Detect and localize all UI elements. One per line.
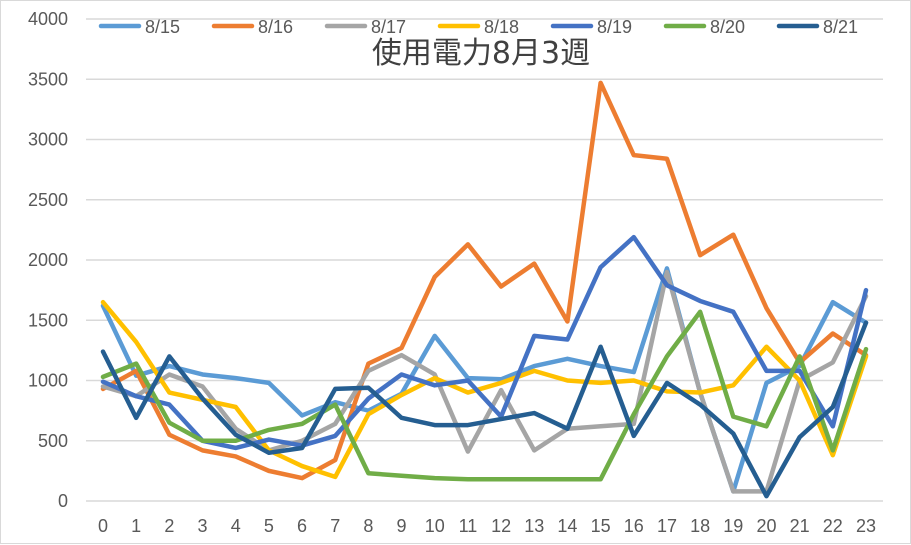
x-tick-label: 17 — [657, 516, 677, 536]
x-tick-label: 7 — [330, 516, 340, 536]
x-tick-label: 23 — [856, 516, 876, 536]
legend-label: 8/15 — [145, 17, 180, 37]
x-tick-label: 0 — [98, 516, 108, 536]
y-tick-label: 0 — [58, 491, 68, 511]
y-tick-label: 3000 — [28, 130, 68, 150]
y-tick-label: 2000 — [28, 250, 68, 270]
x-tick-label: 20 — [756, 516, 776, 536]
x-tick-label: 1 — [131, 516, 141, 536]
y-tick-label: 2500 — [28, 190, 68, 210]
x-tick-label: 4 — [231, 516, 241, 536]
legend-label: 8/18 — [484, 17, 519, 37]
y-tick-label: 4000 — [28, 9, 68, 29]
x-tick-label: 21 — [790, 516, 810, 536]
x-tick-label: 2 — [164, 516, 174, 536]
x-tick-label: 5 — [264, 516, 274, 536]
x-tick-label: 18 — [690, 516, 710, 536]
y-tick-label: 3500 — [28, 69, 68, 89]
x-tick-label: 9 — [397, 516, 407, 536]
x-tick-label: 22 — [823, 516, 843, 536]
series-line-8-17 — [103, 272, 866, 491]
x-tick-label: 11 — [459, 516, 478, 536]
legend-label: 8/21 — [823, 17, 858, 37]
x-tick-label: 12 — [491, 516, 511, 536]
chart-title: 使用電力8月3週 — [372, 36, 590, 71]
x-tick-label: 8 — [363, 516, 373, 536]
series-line-8-18 — [103, 302, 866, 477]
legend-label: 8/17 — [371, 17, 406, 37]
y-tick-label: 500 — [38, 431, 68, 451]
legend-label: 8/19 — [597, 17, 632, 37]
legend-label: 8/16 — [258, 17, 293, 37]
x-tick-label: 3 — [198, 516, 208, 536]
legend-label: 8/20 — [710, 17, 745, 37]
x-tick-label: 19 — [723, 516, 743, 536]
x-tick-label: 15 — [591, 516, 611, 536]
x-tick-label: 16 — [624, 516, 644, 536]
x-tick-label: 10 — [425, 516, 445, 536]
x-tick-label: 6 — [297, 516, 307, 536]
x-tick-label: 14 — [557, 516, 577, 536]
x-tick-label: 13 — [524, 516, 544, 536]
y-tick-label: 1000 — [28, 371, 68, 391]
y-tick-label: 1500 — [28, 310, 68, 330]
